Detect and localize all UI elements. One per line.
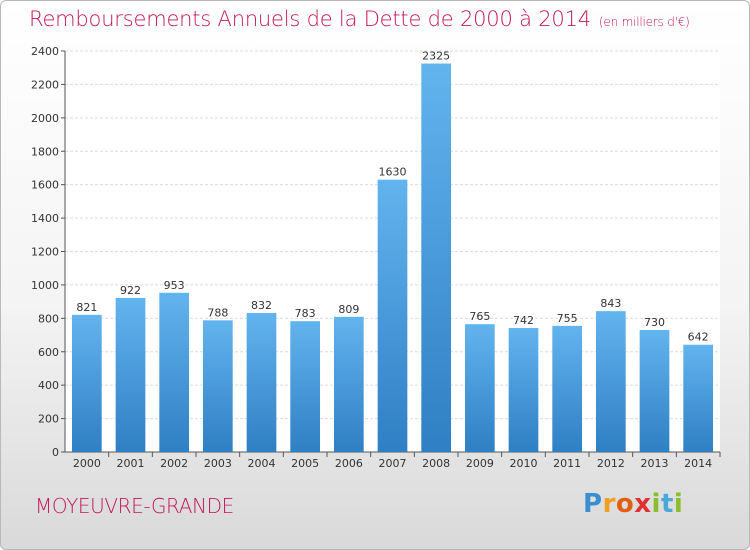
chart-title: Remboursements Annuels de la Dette de 20… (29, 7, 690, 31)
bar (71, 314, 102, 452)
axis-layer: 0 200 400 600 800 1000 1200 1400 1600 1800 2000 220… (31, 45, 721, 470)
city-name: MOYEUVRE-GRANDE (35, 494, 234, 518)
bar (552, 325, 583, 452)
chart-title-text: Remboursements Annuels de la Dette de 20… (29, 7, 591, 31)
bar-value-label: 2325 (422, 50, 450, 63)
label-layer: 821 922 953 788 832 783 809 1630 2325 765 742 755 84… (76, 50, 708, 344)
x-tick-label: 2003 (204, 457, 232, 470)
bar-value-label: 922 (120, 284, 141, 297)
y-tick-label: 800 (38, 312, 59, 325)
bar-value-label: 832 (251, 299, 272, 312)
x-tick-label: 2008 (422, 457, 450, 470)
bar (595, 311, 626, 452)
proxiti-logo[interactable]: Proxiti (583, 489, 684, 519)
x-tick-label: 2010 (510, 457, 538, 470)
y-tick-label: 2000 (31, 112, 59, 125)
bar-value-label: 642 (688, 331, 709, 344)
bar (333, 316, 364, 452)
bar (508, 328, 539, 452)
x-tick-label: 2001 (117, 457, 145, 470)
x-tick-label: 2011 (553, 457, 581, 470)
bar-value-label: 843 (600, 297, 621, 310)
chart-unit: (en milliers d'€) (598, 15, 690, 29)
bar-value-label: 821 (76, 301, 97, 314)
bar-value-label: 765 (469, 310, 490, 323)
bar (464, 324, 495, 452)
x-tick-label: 2012 (597, 457, 625, 470)
x-tick-label: 2000 (73, 457, 101, 470)
y-tick-label: 2200 (31, 78, 59, 91)
y-tick-label: 0 (52, 446, 59, 459)
y-tick-label: 1600 (31, 179, 59, 192)
bar (115, 297, 146, 452)
bar-layer (71, 63, 714, 452)
bar (159, 292, 190, 452)
y-tick-label: 1800 (31, 145, 59, 158)
x-tick-label: 2013 (641, 457, 669, 470)
bar (683, 344, 714, 452)
bar (377, 179, 408, 452)
bar (290, 321, 321, 452)
bar-value-label: 755 (557, 312, 578, 325)
bar-value-label: 953 (164, 279, 185, 292)
bar-value-label: 1630 (379, 166, 407, 179)
y-tick-label: 1400 (31, 212, 59, 225)
y-tick-label: 1200 (31, 246, 59, 259)
bar-value-label: 783 (295, 307, 316, 320)
x-tick-label: 2007 (379, 457, 407, 470)
x-tick-label: 2014 (684, 457, 712, 470)
x-tick-label: 2002 (160, 457, 188, 470)
x-tick-label: 2004 (248, 457, 276, 470)
y-tick-label: 1000 (31, 279, 59, 292)
x-tick-label: 2006 (335, 457, 363, 470)
bar-value-label: 742 (513, 314, 534, 327)
y-tick-label: 600 (38, 346, 59, 359)
bar (421, 63, 452, 452)
x-tick-label: 2009 (466, 457, 494, 470)
bar (246, 312, 277, 452)
bar-value-label: 788 (207, 306, 228, 319)
bar-value-label: 730 (644, 316, 665, 329)
bar-value-label: 809 (338, 303, 359, 316)
y-tick-label: 2400 (31, 45, 59, 58)
y-tick-label: 200 (38, 413, 59, 426)
bar (639, 330, 670, 452)
x-tick-label: 2005 (291, 457, 319, 470)
bar (202, 320, 233, 452)
y-tick-label: 400 (38, 379, 59, 392)
